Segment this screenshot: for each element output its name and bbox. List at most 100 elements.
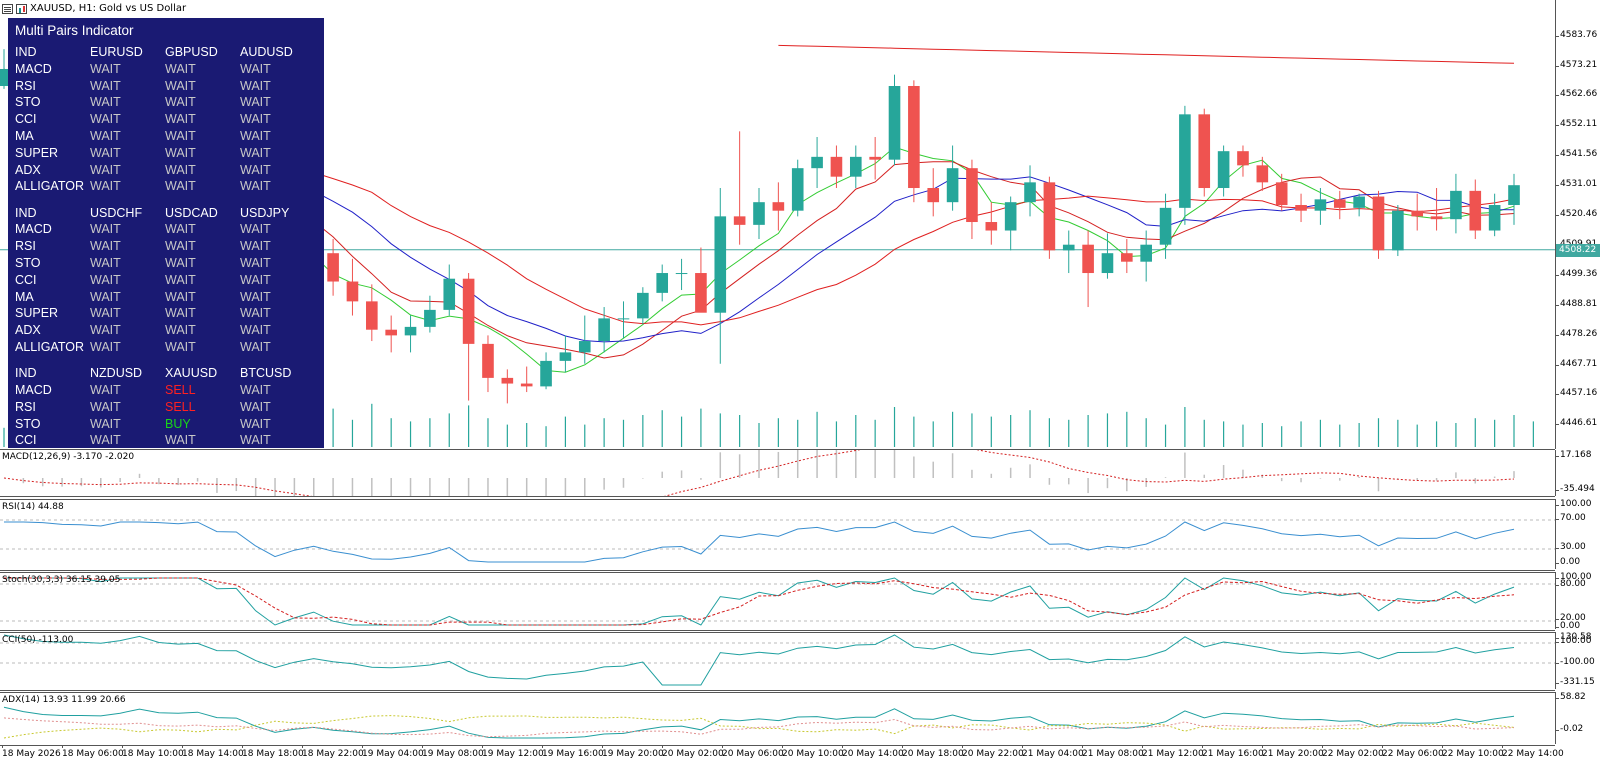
indicator-name: ALLIGATOR xyxy=(15,340,85,354)
indicator-name: MACD xyxy=(15,222,52,237)
price-axis-label: 4552.11 xyxy=(1555,119,1598,130)
signal-cell: WAIT xyxy=(165,162,196,177)
adx-pane[interactable]: ADX(14) 13.93 11.99 20.66 xyxy=(0,692,1555,746)
signal-cell: WAIT xyxy=(90,112,121,127)
indicator-name: MA xyxy=(15,129,34,143)
signal-cell: WAIT xyxy=(90,340,121,354)
time-axis-label: 21 May 12:00 xyxy=(1142,745,1204,759)
macd-pane[interactable]: MACD(12,26,9) -3.170 -2.020 xyxy=(0,450,1555,497)
candle-body xyxy=(443,278,456,310)
adx-axis-label: 58.82 xyxy=(1556,692,1586,702)
candle-body xyxy=(1392,210,1404,251)
signal-cell: WAIT xyxy=(240,112,271,127)
stoch-axis: 100.00 80.00 20.00 0.00 xyxy=(1555,572,1600,631)
candle-body xyxy=(1411,210,1424,217)
candle-body xyxy=(908,85,920,189)
signal-cell: WAIT xyxy=(165,433,196,448)
candle-body xyxy=(1217,151,1230,189)
signal-cell: WAIT xyxy=(90,289,121,304)
time-axis-label: 20 May 10:00 xyxy=(782,745,844,759)
price-axis-label: 4457.16 xyxy=(1555,388,1598,399)
signal-cell: WAIT xyxy=(240,416,271,431)
cci-label: CCI(50) -113.00 xyxy=(2,635,74,645)
cci-line xyxy=(3,634,1515,686)
signal-cell: WAIT xyxy=(240,323,271,338)
indicator-name: MACD xyxy=(15,383,52,397)
time-axis-label: 20 May 06:00 xyxy=(722,745,784,759)
candle-body xyxy=(1275,182,1288,206)
signal-cell: SELL xyxy=(165,383,196,397)
signal-cell: WAIT xyxy=(90,222,121,237)
candle-body xyxy=(733,216,746,225)
candle-body xyxy=(966,168,978,223)
macd-signal-line xyxy=(3,450,1515,496)
menu-icon[interactable] xyxy=(2,3,13,14)
price-axis-label: 4541.56 xyxy=(1555,149,1598,160)
candle-body xyxy=(1353,196,1365,208)
indicator-name: CCI xyxy=(15,112,37,127)
stoch-axis-label: 20.00 xyxy=(1556,613,1586,623)
time-axis-label: 20 May 14:00 xyxy=(842,745,904,759)
candle-body xyxy=(501,377,514,384)
rsi-line xyxy=(4,521,1515,563)
candle-body xyxy=(811,156,823,169)
stoch-chart[interactable] xyxy=(0,573,1555,630)
candle-body xyxy=(404,326,417,336)
time-axis-label: 21 May 16:00 xyxy=(1202,745,1264,759)
price-axis-label: 4573.21 xyxy=(1555,59,1598,70)
cci-axis: 130.58 100.00 -100.00 -331.15 xyxy=(1555,632,1600,689)
signal-cell: WAIT xyxy=(90,323,121,338)
time-axis-label: 22 May 02:00 xyxy=(1322,745,1384,759)
time-axis-label: 18 May 2026 xyxy=(2,745,61,759)
price-axis[interactable]: 4583.76 4573.21 4562.66 4552.11 4541.56 4531.… xyxy=(1555,0,1600,449)
candle-body xyxy=(1198,114,1211,189)
time-axis-label: 22 May 14:00 xyxy=(1502,745,1564,759)
candle-body xyxy=(1469,190,1482,231)
candle-body xyxy=(540,360,552,387)
cci-pane[interactable]: CCI(50) -113.00 xyxy=(0,632,1555,691)
candle-body xyxy=(617,318,630,320)
chart-icon[interactable] xyxy=(16,3,27,14)
rsi-pane[interactable]: RSI(14) 44.88 xyxy=(0,499,1555,571)
indicator-panel-title: Multi Pairs Indicator xyxy=(15,23,134,38)
candle-body xyxy=(656,273,669,293)
time-axis-label: 19 May 12:00 xyxy=(482,745,544,759)
time-axis-label: 18 May 18:00 xyxy=(242,745,304,759)
signal-cell: WAIT xyxy=(240,289,271,304)
candle-body xyxy=(385,329,397,336)
signal-cell: WAIT xyxy=(165,78,196,93)
pair-header-cell: USDCAD xyxy=(165,205,218,220)
signal-cell: WAIT xyxy=(90,416,121,431)
cci-axis-label: 130.58 xyxy=(1556,632,1592,642)
macd-chart[interactable] xyxy=(0,450,1555,496)
candle-body xyxy=(1062,244,1075,251)
macd-axis-label: 17.168 xyxy=(1556,450,1592,460)
candle-body xyxy=(1043,182,1056,251)
price-axis-label: 4499.36 xyxy=(1555,268,1598,279)
adx-main-line xyxy=(3,706,1515,739)
adx-chart[interactable] xyxy=(0,693,1555,745)
candle-body xyxy=(327,253,339,282)
indicator-name: CCI xyxy=(15,272,37,287)
candle-body xyxy=(1237,151,1249,166)
candle-body xyxy=(520,383,533,387)
chart-title-bar: XAUUSD, H1: Gold vs US Dollar xyxy=(2,3,187,14)
time-axis-label: 19 May 16:00 xyxy=(542,745,604,759)
signal-cell: WAIT xyxy=(165,179,196,194)
price-axis-label: 4478.26 xyxy=(1555,328,1598,339)
stoch-pane[interactable]: Stoch(30,3,3) 36.15 39.05 xyxy=(0,572,1555,631)
candle-body xyxy=(772,202,785,211)
rsi-chart[interactable] xyxy=(0,500,1555,570)
indicator-name: MA xyxy=(15,289,34,304)
cci-axis-label: 100.00 xyxy=(1556,636,1592,646)
cci-chart[interactable] xyxy=(0,633,1555,690)
stoch-axis-label: 0.00 xyxy=(1555,621,1581,631)
time-axis-label: 20 May 02:00 xyxy=(662,745,724,759)
time-axis-label: 22 May 06:00 xyxy=(1382,745,1444,759)
rsi-axis-label: 30.00 xyxy=(1556,542,1586,552)
candle-body xyxy=(424,309,436,327)
stoch-signal-line xyxy=(4,577,1515,626)
adx-minus-di-line xyxy=(3,717,1515,738)
candle-body xyxy=(830,156,843,177)
indicator-name: RSI xyxy=(15,399,36,414)
